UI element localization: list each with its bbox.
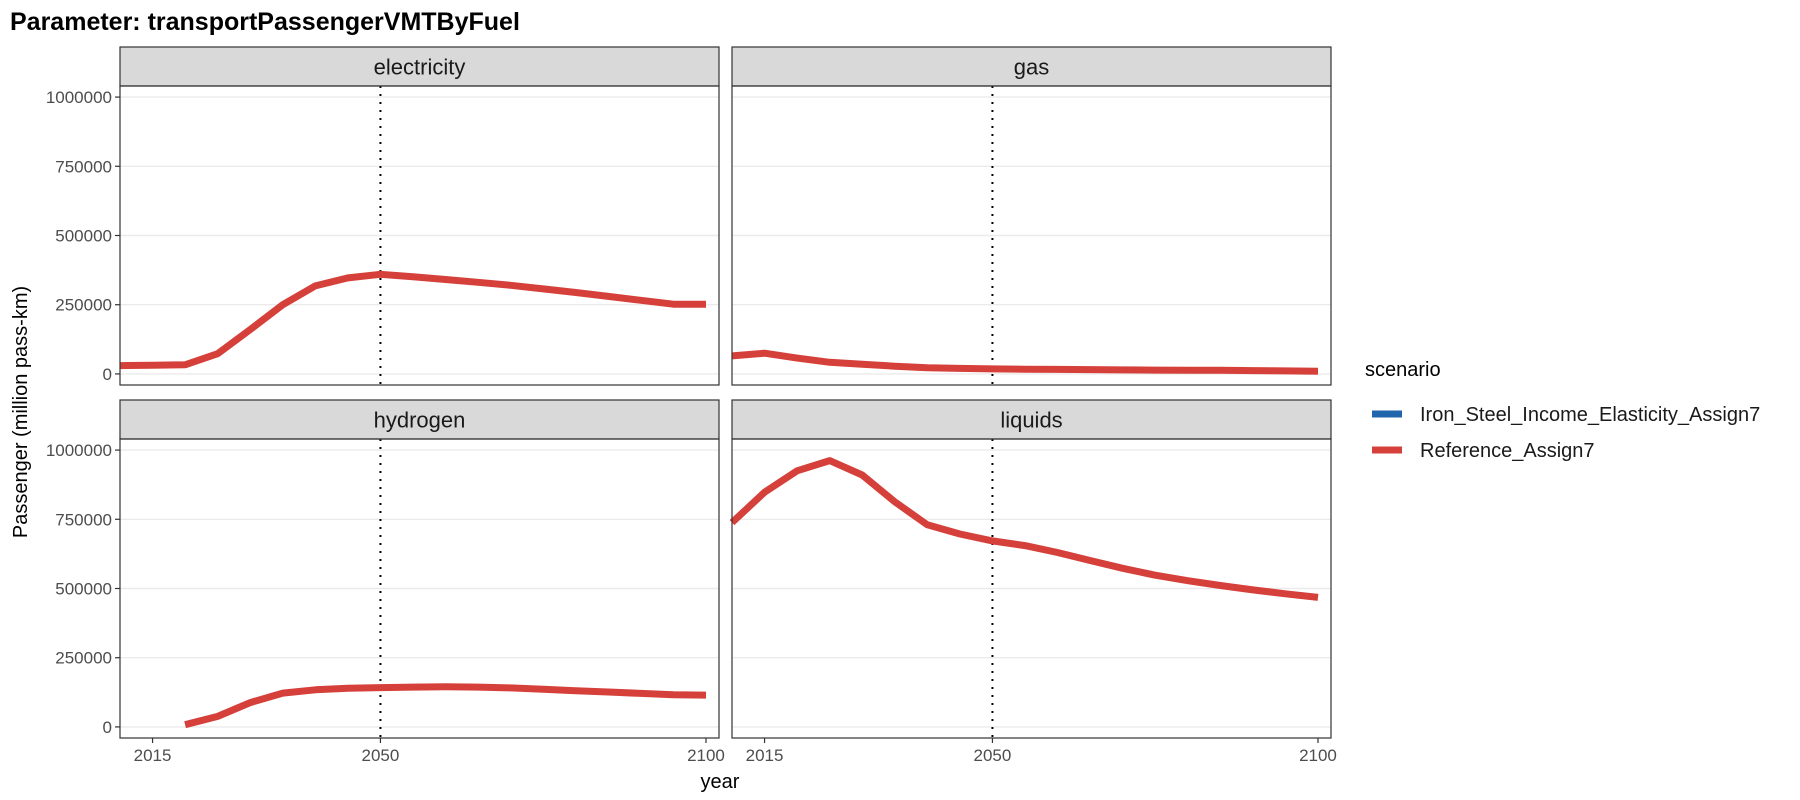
y-axis-title: Passenger (million pass-km) bbox=[10, 286, 32, 538]
facet-label: electricity bbox=[374, 55, 466, 80]
legend-item: Iron_Steel_Income_Elasticity_Assign7 bbox=[1372, 404, 1760, 426]
facet-label: gas bbox=[1014, 55, 1049, 80]
panel-gas: gas bbox=[731, 46, 1332, 386]
y-tick-label: 0 bbox=[103, 365, 112, 384]
panel-liquids: liquids 2015 2050 2100 bbox=[729, 399, 1337, 765]
legend-label: Iron_Steel_Income_Elasticity_Assign7 bbox=[1420, 404, 1760, 426]
series-line-Reference_Assign7 bbox=[731, 349, 1319, 375]
facet-strip bbox=[119, 399, 720, 440]
facet-strip bbox=[119, 46, 720, 87]
y-tick-label: 0 bbox=[103, 718, 112, 737]
x-tick-label: 2015 bbox=[134, 746, 172, 765]
chart-title: Parameter: transportPassengerVMTByFuel bbox=[10, 8, 520, 36]
facet-label: hydrogen bbox=[374, 408, 466, 433]
x-tick-label: 2050 bbox=[974, 746, 1012, 765]
y-tick-label: 250000 bbox=[55, 296, 112, 315]
panel-electricity: electricity 0 250000 500000 750000 1000000 bbox=[46, 46, 720, 386]
y-tick-label: 1000000 bbox=[46, 441, 112, 460]
y-tick-label: 500000 bbox=[55, 580, 112, 599]
y-tick-label: 750000 bbox=[55, 510, 112, 529]
series-line-Reference_Assign7 bbox=[729, 457, 1319, 601]
y-tick-label: 250000 bbox=[55, 649, 112, 668]
x-tick-label: 2100 bbox=[687, 746, 725, 765]
y-tick-label: 500000 bbox=[55, 227, 112, 246]
y-tick-label: 750000 bbox=[55, 157, 112, 176]
series-line-Reference_Assign7 bbox=[184, 683, 707, 729]
legend: scenario Iron_Steel_Income_Elasticity_As… bbox=[1365, 359, 1760, 462]
legend-label: Reference_Assign7 bbox=[1420, 440, 1595, 462]
facet-label: liquids bbox=[1000, 408, 1062, 433]
series-line-Reference_Assign7 bbox=[119, 270, 706, 370]
panel-border bbox=[731, 438, 1332, 739]
panel-hydrogen: hydrogen 0 250000 500000 750000 1000000 2015 20… bbox=[46, 399, 725, 765]
panels: electricity 0 250000 500000 750000 1000000 gas… bbox=[46, 46, 1337, 765]
y-tick-label: 1000000 bbox=[46, 88, 112, 107]
panel-border bbox=[731, 85, 1332, 386]
x-tick-label: 2050 bbox=[362, 746, 400, 765]
facet-strip bbox=[731, 46, 1332, 87]
legend-item: Reference_Assign7 bbox=[1372, 440, 1595, 462]
x-tick-label: 2100 bbox=[1299, 746, 1337, 765]
x-tick-label: 2015 bbox=[746, 746, 784, 765]
legend-title: scenario bbox=[1365, 359, 1441, 381]
facet-strip bbox=[731, 399, 1332, 440]
x-axis-title: year bbox=[701, 771, 740, 793]
